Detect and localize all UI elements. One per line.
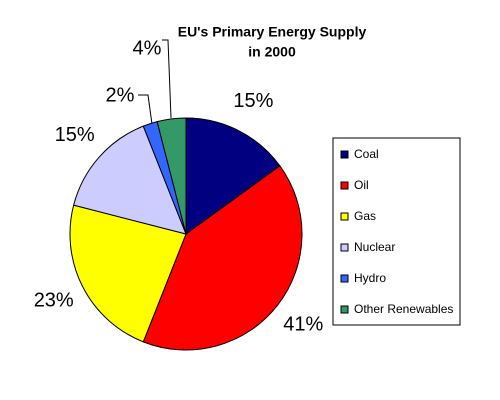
legend-swatch — [340, 274, 349, 283]
legend-swatch — [340, 181, 349, 190]
pie-slice — [156, 117, 187, 235]
legend-label: Nuclear — [354, 240, 395, 254]
leader-line — [138, 94, 153, 125]
legend-swatch — [340, 212, 349, 221]
pie-slice — [69, 204, 187, 343]
pie-slice — [73, 125, 187, 235]
legend-swatch — [340, 150, 349, 159]
value-label: 4% — [133, 37, 162, 59]
chart-title: in 2000 — [248, 44, 296, 60]
legend-label: Hydro — [354, 271, 386, 285]
legend-label: Oil — [354, 178, 369, 192]
value-label: 41% — [283, 313, 323, 335]
legend-swatch — [340, 243, 349, 252]
legend-label: Other Renewables — [354, 302, 453, 316]
legend-label: Coal — [354, 147, 379, 161]
chart-title: EU's Primary Energy Supply — [178, 24, 367, 40]
legend-swatch — [340, 305, 349, 314]
legend-label: Gas — [354, 209, 376, 223]
value-label: 15% — [55, 124, 95, 146]
value-label: 15% — [233, 90, 273, 112]
value-label: 2% — [106, 84, 135, 106]
leader-line — [162, 39, 172, 119]
value-label: 23% — [34, 290, 74, 312]
pie-slice — [142, 165, 303, 351]
pie-slice — [185, 117, 281, 235]
legend — [332, 137, 461, 326]
